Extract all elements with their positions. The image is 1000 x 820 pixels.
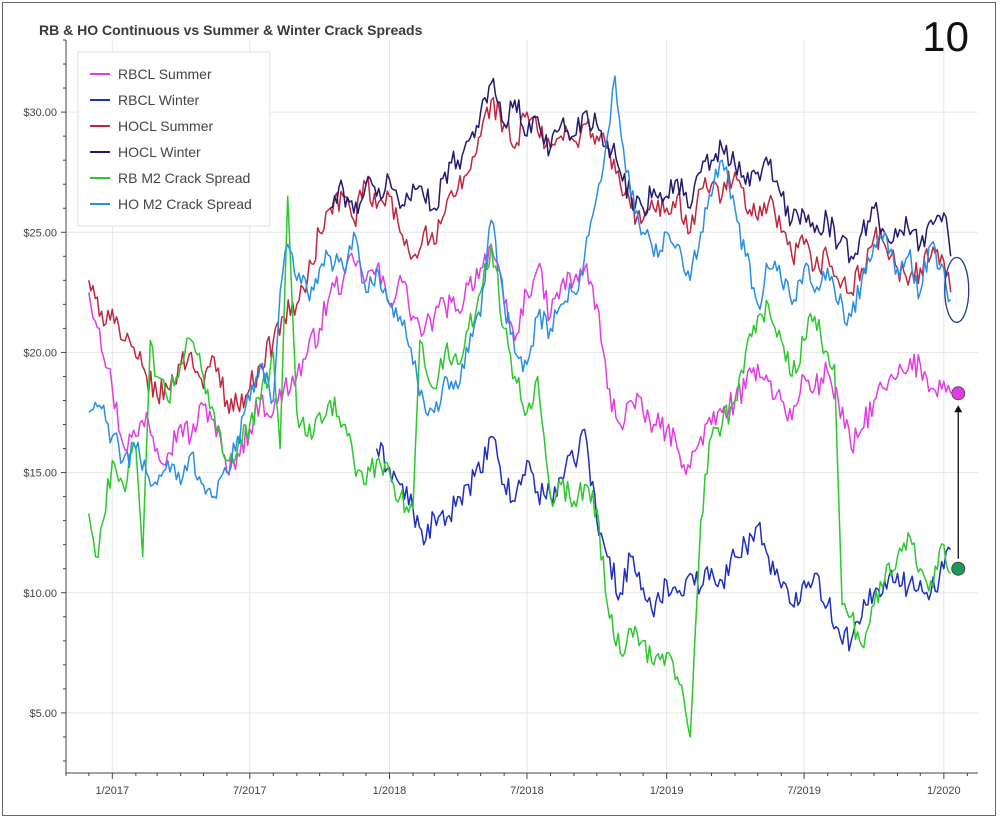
x-tick-label: 1/2018 — [373, 785, 407, 797]
y-tick-label: $5.00 — [29, 708, 57, 720]
legend-label: HOCL Winter — [118, 144, 201, 160]
series-line-ho-m2-crack-spread — [88, 75, 952, 499]
legend-label: RBCL Summer — [118, 66, 212, 82]
legend-label: RB M2 Crack Spread — [118, 170, 250, 186]
chart-title: RB & HO Continuous vs Summer & Winter Cr… — [39, 22, 423, 38]
slide-number: 10 — [922, 13, 969, 60]
y-tick-label: $25.00 — [23, 227, 57, 239]
rbcl-summer-end-dot — [951, 386, 966, 401]
x-tick-label: 7/2018 — [510, 785, 544, 797]
series-line-rb-m2-crack-spread — [88, 195, 952, 738]
x-tick-label: 1/2020 — [927, 785, 961, 797]
rb-crack-end-dot — [951, 561, 966, 576]
x-tick-label: 1/2017 — [95, 785, 129, 797]
x-tick-label: 7/2019 — [787, 785, 821, 797]
legend: RBCL Summer RBCL Winter HOCL Summer HOCL Wi… — [77, 51, 271, 227]
y-tick-label: $15.00 — [23, 468, 57, 480]
series-layer — [88, 75, 952, 738]
x-tick-label: 7/2017 — [233, 785, 267, 797]
grid — [66, 40, 978, 773]
series-line-rbcl-winter — [375, 428, 952, 652]
highlight-ellipse — [944, 256, 970, 324]
annotations — [944, 256, 970, 576]
legend-label: HOCL Summer — [118, 118, 214, 134]
y-tick-label: $30.00 — [23, 107, 57, 119]
y-tick-label: $10.00 — [23, 588, 57, 600]
x-tick-label: 1/2019 — [650, 785, 684, 797]
axes: $5.00 $10.00 $15.00 $20.00 $25.00 $30.00 1/201… — [23, 39, 978, 797]
y-tick-label: $20.00 — [23, 347, 57, 359]
series-line-hocl-summer — [88, 96, 952, 414]
legend-label: RBCL Winter — [118, 92, 200, 108]
legend-box — [77, 51, 271, 227]
legend-label: HO M2 Crack Spread — [118, 196, 252, 212]
series-line-hocl-winter — [329, 77, 952, 264]
arrow-head — [954, 405, 963, 413]
